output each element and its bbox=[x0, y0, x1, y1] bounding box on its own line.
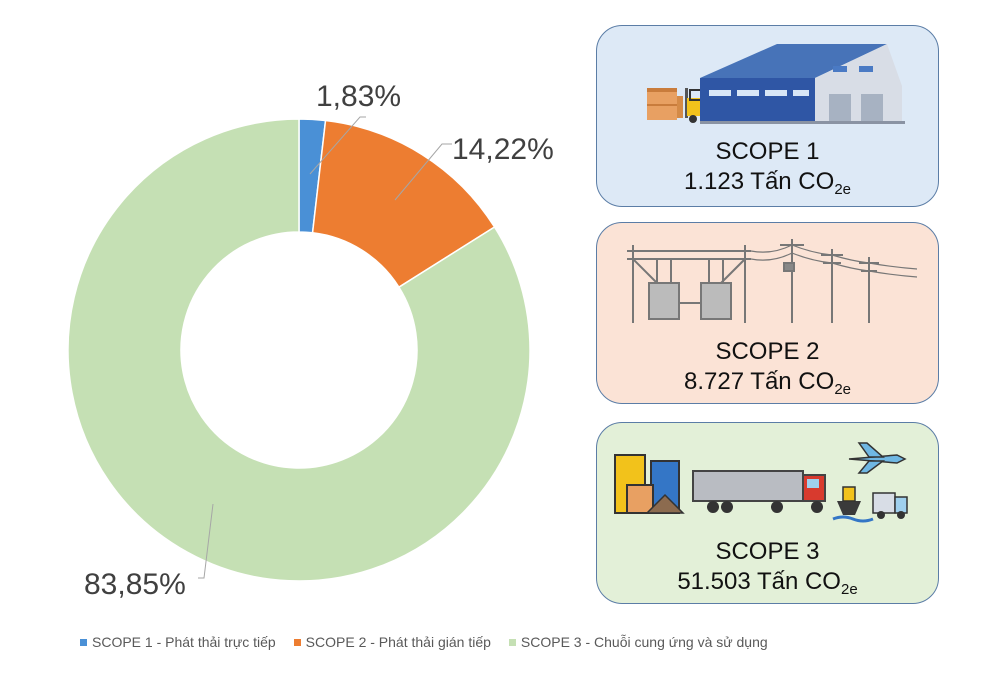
legend-item-scope-3: SCOPE 3 - Chuỗi cung ứng và sử dụng bbox=[508, 634, 768, 650]
data-label-scope-2: 14,22% bbox=[452, 133, 554, 166]
legend-swatch-scope-1 bbox=[80, 638, 87, 646]
legend-swatch-scope-2 bbox=[293, 638, 301, 646]
legend-label-scope-3: SCOPE 3 - Chuỗi cung ứng và sử dụng bbox=[520, 634, 768, 650]
leader-line-scope-3 bbox=[198, 503, 214, 579]
warehouse-forklift-icon bbox=[647, 44, 905, 124]
scope-2-card: SCOPE 2 8.727 Tấn CO2e bbox=[596, 222, 939, 404]
scope-2-title: SCOPE 2 bbox=[715, 338, 820, 365]
legend-item-scope-2: SCOPE 2 - Phát thải gián tiếp bbox=[293, 634, 491, 650]
scope-2-amount: 8.727 Tấn CO2e bbox=[683, 368, 851, 398]
power-substation-icon bbox=[627, 239, 918, 323]
scope-3-title: SCOPE 3 bbox=[715, 538, 820, 565]
supply-chain-transport-icon bbox=[614, 442, 908, 523]
donut-slice-scope-3 bbox=[67, 118, 531, 582]
leader-line-scope-2 bbox=[394, 143, 452, 201]
scope-1-amount: 1.123 Tấn CO2e bbox=[683, 168, 851, 198]
scope-3-amount: 51.503 Tấn CO2e bbox=[677, 568, 858, 598]
scope-1-title: SCOPE 1 bbox=[715, 138, 820, 165]
legend-swatch-scope-3 bbox=[508, 638, 516, 646]
leader-line-scope-1 bbox=[309, 116, 366, 175]
donut-slice-scope-2 bbox=[311, 119, 496, 289]
data-label-scope-3: 83,85% bbox=[84, 568, 186, 601]
chart-legend: SCOPE 1 - Phát thải trực tiếp SCOPE 2 - … bbox=[80, 634, 768, 650]
scope-3-card: SCOPE 3 51.503 Tấn CO2e bbox=[596, 422, 939, 604]
donut-chart: 1,83% 14,22% 83,85% bbox=[67, 80, 554, 601]
legend-label-scope-2: SCOPE 2 - Phát thải gián tiếp bbox=[305, 634, 491, 650]
legend-label-scope-1: SCOPE 1 - Phát thải trực tiếp bbox=[92, 634, 276, 650]
scope-1-card: SCOPE 1 1.123 Tấn CO2e bbox=[596, 25, 939, 207]
legend-item-scope-1: SCOPE 1 - Phát thải trực tiếp bbox=[80, 634, 276, 650]
data-label-scope-1: 1,83% bbox=[316, 80, 401, 113]
